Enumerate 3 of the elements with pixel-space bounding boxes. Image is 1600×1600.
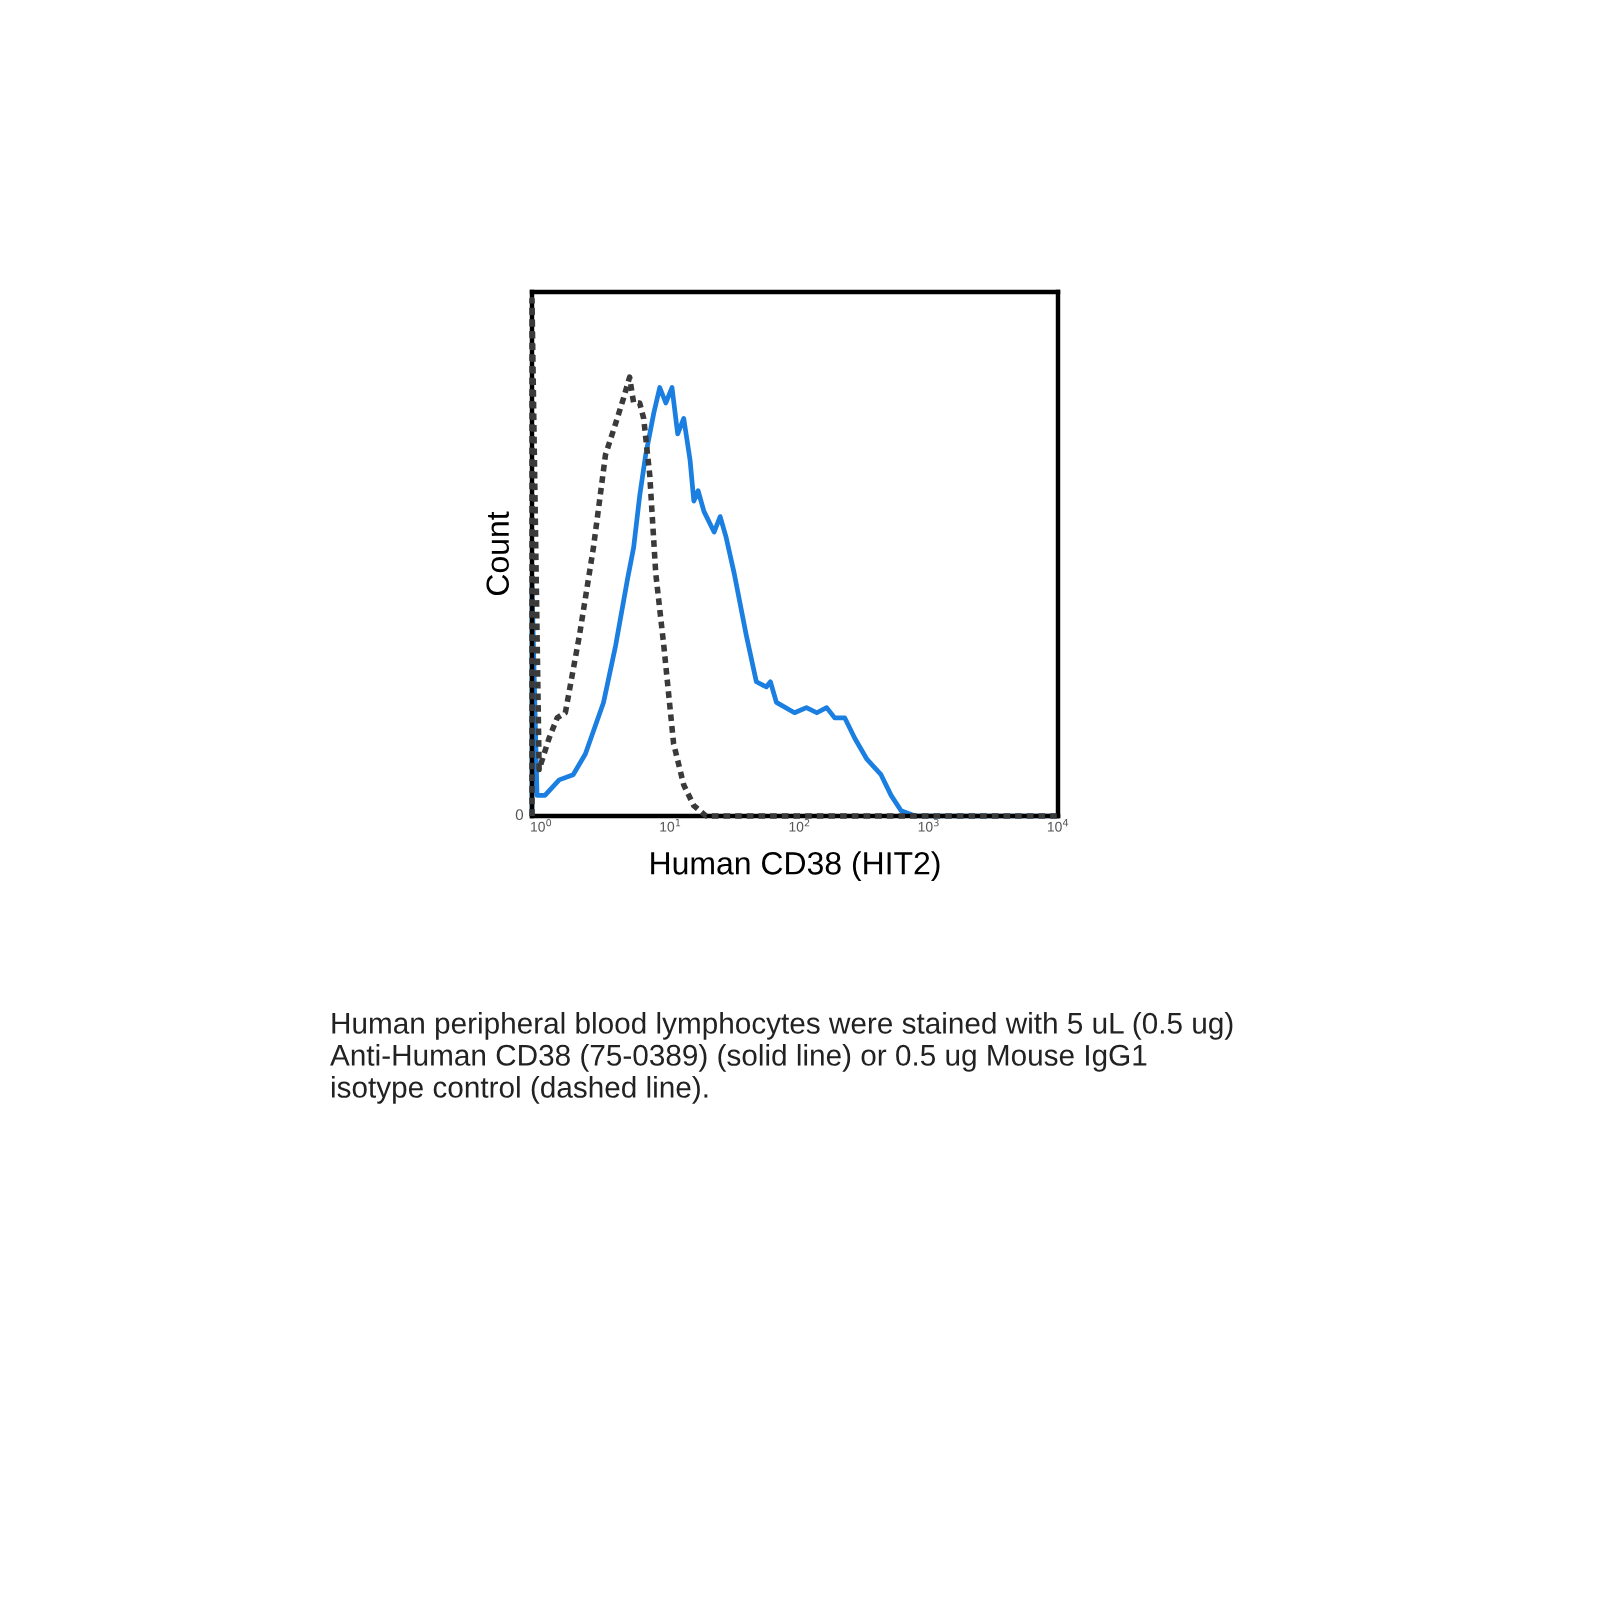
y-axis-title: Count [486,511,510,595]
text: Human peripheral blood lymphocytes were stained with 5 uL (0.5 ug) Anti-Human CD38 (75-0389) (solid line) or 0.5 ug Mouse IgG1 isotype control (dashed line). [330,1012,1233,1104]
x-axis-title: Human CD38 (HIT2) [651,851,940,881]
